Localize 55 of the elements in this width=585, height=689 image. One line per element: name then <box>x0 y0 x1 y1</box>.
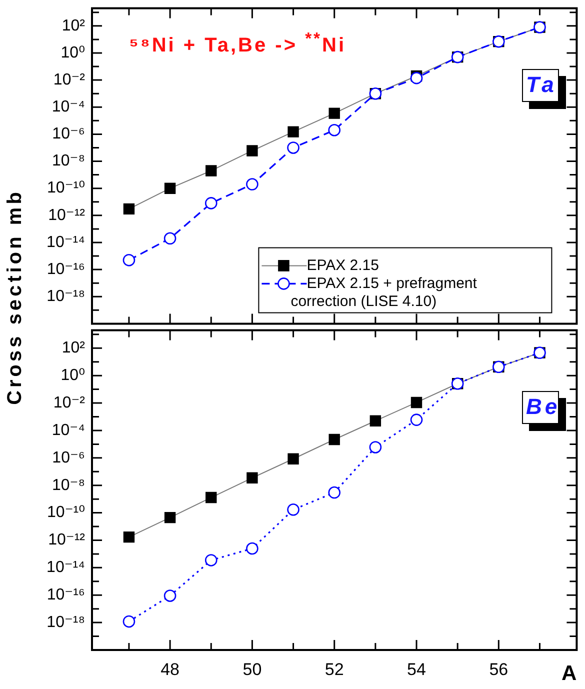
point <box>206 492 217 504</box>
point <box>123 531 135 543</box>
x-tick-label: 50 <box>242 660 262 679</box>
y-tick-label: 10⁻¹⁸ <box>46 614 85 631</box>
point <box>246 178 258 190</box>
x-tick-label: 52 <box>324 660 344 679</box>
y-tick-label: 10² <box>62 340 86 357</box>
point <box>246 472 258 484</box>
point <box>328 434 340 446</box>
point <box>164 232 176 245</box>
y-tick-label: 10⁻¹² <box>48 532 86 549</box>
legend-label: EPAX 2.15 <box>306 256 379 274</box>
point <box>370 415 382 426</box>
y-tick-label: 10⁻⁸ <box>52 476 85 494</box>
y-tick-label: 10⁻¹⁶ <box>46 586 85 604</box>
y-tick-label: 10⁻¹⁴ <box>46 559 86 576</box>
legend-label: EPAX 2.15 + prefragment correction (LISE 4.10) <box>290 274 478 310</box>
point <box>288 126 299 138</box>
y-axis-title: Cross section mb <box>4 189 26 405</box>
x-axis-title: A <box>562 662 577 686</box>
point <box>328 108 340 119</box>
point <box>206 165 217 176</box>
y-tick-label: 10⁻² <box>53 71 86 88</box>
point <box>122 254 136 266</box>
point <box>287 142 300 154</box>
y-tick-label: 10² <box>62 17 86 34</box>
y-tick-label: 10⁻² <box>53 394 86 412</box>
y-tick-label: 10⁰ <box>60 44 85 62</box>
point <box>410 396 422 408</box>
point <box>164 512 176 524</box>
annotation: Be <box>526 394 560 420</box>
x-tick-label: 54 <box>407 660 426 679</box>
y-tick-label: 10⁰ <box>60 367 85 384</box>
x-tick-label: 48 <box>160 660 180 679</box>
y-tick-label: 10⁻⁴ <box>52 98 86 116</box>
y-tick-label: 10⁻⁶ <box>52 449 85 466</box>
y-tick-label: 10⁻¹² <box>48 206 86 224</box>
point <box>164 182 176 194</box>
y-tick-label: 10⁻¹⁰ <box>47 180 85 197</box>
point <box>287 503 300 516</box>
point <box>246 145 258 156</box>
point <box>410 72 423 84</box>
y-tick-label: 10⁻¹⁶ <box>46 260 85 278</box>
point <box>123 203 135 215</box>
point <box>288 453 299 464</box>
y-tick-label: 10⁻¹⁴ <box>46 234 86 251</box>
y-tick-label: 10⁻⁴ <box>52 422 86 439</box>
annotation: Ta <box>526 72 557 98</box>
y-tick-label: 10⁻¹⁰ <box>47 504 85 522</box>
text: ⁵⁸Ni + Ta,Be -> $^{**}$Ni <box>129 28 346 58</box>
y-tick-label: 10⁻¹⁸ <box>46 288 85 306</box>
x-tick-label: 56 <box>489 660 508 679</box>
y-tick-label: 10⁻⁶ <box>52 126 85 143</box>
point <box>410 414 423 426</box>
y-tick-label: 10⁻⁸ <box>52 152 85 170</box>
